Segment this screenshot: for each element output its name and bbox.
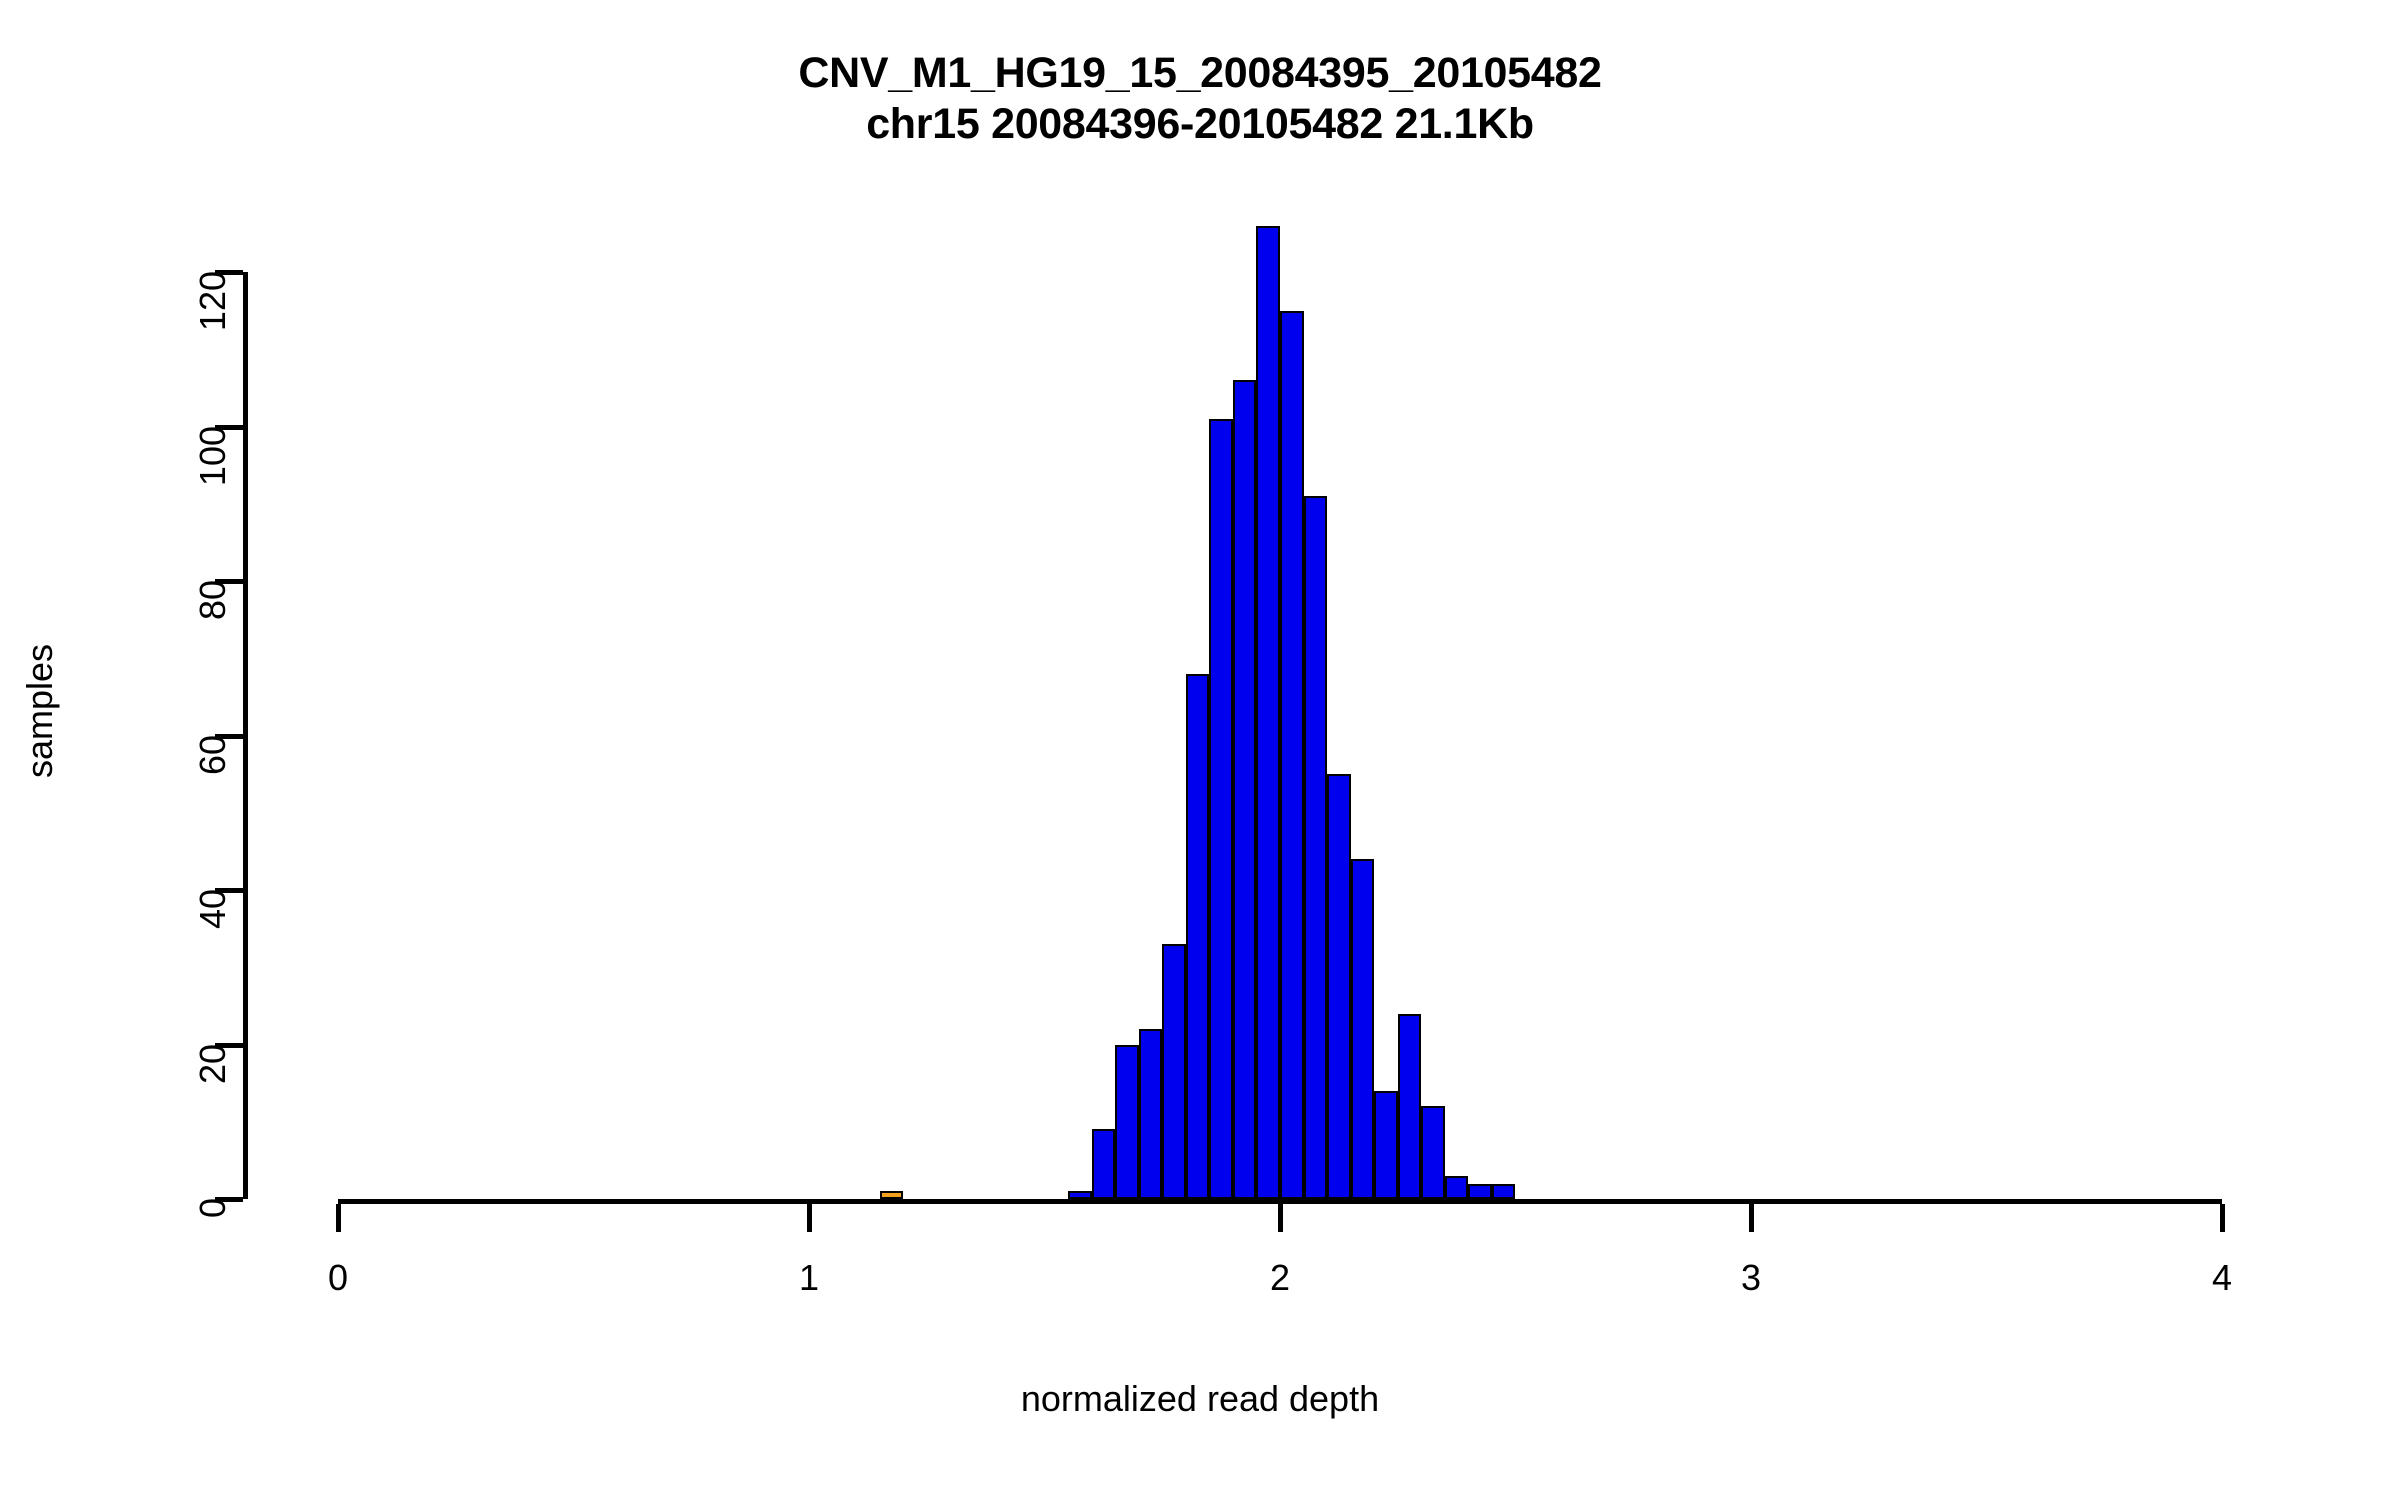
x-axis-line xyxy=(338,1199,2222,1204)
y-axis-tick xyxy=(215,579,243,584)
histogram-bar xyxy=(1374,1090,1398,1199)
x-axis-tick xyxy=(807,1204,812,1232)
chart-title-line-1: CNV_M1_HG19_15_20084395_20105482 xyxy=(798,49,1602,97)
histogram-bar xyxy=(1232,380,1257,1199)
y-axis-tick xyxy=(215,424,243,430)
histogram-bar xyxy=(1209,418,1233,1199)
x-axis-tick-label: 3 xyxy=(1740,1257,1762,1298)
chart-title: CNV_M1_HG19_15_20084395_20105482 chr15 2… xyxy=(0,48,2400,149)
chart-title-line-2: chr15 20084396-20105482 21.1Kb xyxy=(866,99,1534,148)
histogram-bar xyxy=(1397,1013,1422,1199)
x-axis-title: normalized read depth xyxy=(1020,1378,1380,1419)
x-axis-tick xyxy=(336,1204,341,1232)
histogram-bar xyxy=(1280,310,1304,1199)
y-axis-line xyxy=(243,272,248,1199)
y-axis-tick xyxy=(215,1042,243,1048)
y-axis-tick-label: 20 xyxy=(192,1043,233,1084)
histogram-bar xyxy=(1256,225,1280,1199)
histogram-bar xyxy=(1350,859,1375,1199)
y-axis-tick-label: 100 xyxy=(192,425,233,486)
y-axis-tick xyxy=(215,733,243,739)
y-axis-tick xyxy=(215,888,243,893)
histogram-bar xyxy=(1327,774,1351,1199)
y-axis-tick-label: 80 xyxy=(192,580,233,621)
x-axis-tick xyxy=(1749,1204,1754,1232)
x-axis-tick-label: 4 xyxy=(2211,1257,2233,1298)
histogram-bar xyxy=(1491,1183,1516,1199)
y-axis-tick-label: 60 xyxy=(192,734,233,775)
histogram-bar xyxy=(1185,673,1210,1199)
y-axis-tick xyxy=(215,270,243,275)
histogram-bar xyxy=(1421,1106,1445,1199)
histogram-bar xyxy=(1303,496,1328,1199)
y-axis-title-wrapper: samples xyxy=(10,0,70,1500)
histogram-bar xyxy=(879,1191,904,1199)
x-axis-tick-label: 1 xyxy=(798,1257,820,1298)
x-axis-tick-label: 2 xyxy=(1269,1257,1291,1298)
histogram-bar xyxy=(1444,1175,1469,1199)
y-axis-tick xyxy=(215,1197,243,1202)
histogram-bar xyxy=(1138,1029,1163,1199)
histogram-bar xyxy=(1162,944,1186,1199)
x-axis-tick-label: 0 xyxy=(327,1257,349,1298)
y-axis-tick-label: 40 xyxy=(192,889,233,930)
y-axis-title: samples xyxy=(19,643,60,779)
histogram-bar xyxy=(1468,1183,1492,1199)
x-axis-tick xyxy=(1278,1204,1283,1232)
y-axis-tick-label: 0 xyxy=(192,1198,233,1219)
histogram-bar xyxy=(1115,1044,1139,1199)
y-axis-tick-label: 120 xyxy=(192,271,233,332)
histogram-bar xyxy=(1068,1191,1092,1199)
histogram-bar xyxy=(1091,1129,1116,1199)
x-axis-tick xyxy=(2220,1204,2225,1232)
